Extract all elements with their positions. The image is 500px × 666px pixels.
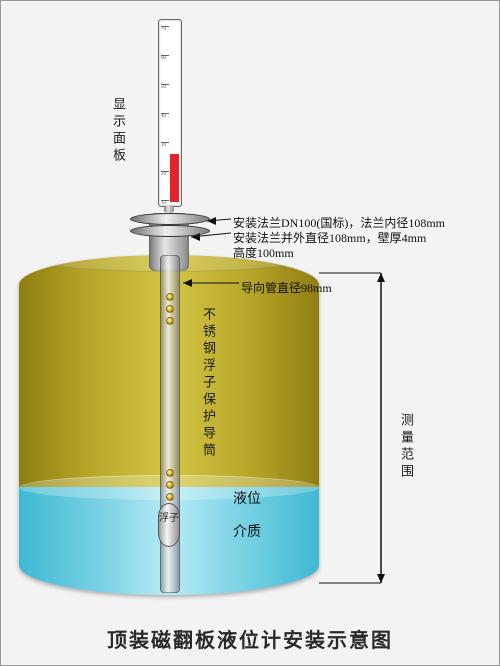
magnet-dot bbox=[166, 305, 174, 313]
stage: 70605040302010 浮子 显示面板 安装法兰DN100(国标)，法兰内… bbox=[1, 1, 499, 665]
indicator-tick: 20 bbox=[161, 171, 169, 177]
indicator-tick: 30 bbox=[161, 142, 169, 148]
label-flange-spec-2: 安装法兰并外直径108mm，壁厚4mm bbox=[233, 229, 426, 246]
display-panel: 70605040302010 bbox=[158, 19, 182, 207]
label-flange-spec-1: 安装法兰DN100(国标)，法兰内径108mm bbox=[233, 214, 445, 231]
flange-plate-bottom bbox=[130, 225, 210, 237]
magnet-dot bbox=[166, 469, 174, 477]
label-range: 测量范围 bbox=[397, 413, 416, 481]
label-display-panel: 显示面板 bbox=[109, 97, 128, 165]
indicator-tick: 60 bbox=[161, 55, 169, 61]
indicator-red-zone bbox=[170, 154, 179, 202]
magnet-dot bbox=[166, 481, 174, 489]
indicator-connector bbox=[164, 205, 174, 213]
indicator-tick: 70 bbox=[161, 26, 169, 32]
float: 浮子 bbox=[158, 503, 180, 547]
diagram-title: 顶装磁翻板液位计安装示意图 bbox=[1, 624, 499, 653]
indicator-tick: 40 bbox=[161, 113, 169, 119]
diagram-page: 70605040302010 浮子 显示面板 安装法兰DN100(国标)，法兰内… bbox=[0, 0, 500, 666]
label-protect-tube: 不锈钢浮子保护导筒 bbox=[199, 307, 218, 460]
indicator-tick: 50 bbox=[161, 84, 169, 90]
magnet-dot bbox=[166, 317, 174, 325]
magnet-dot bbox=[166, 293, 174, 301]
flange-plate-top bbox=[130, 213, 210, 225]
magnet-dot bbox=[166, 493, 174, 501]
